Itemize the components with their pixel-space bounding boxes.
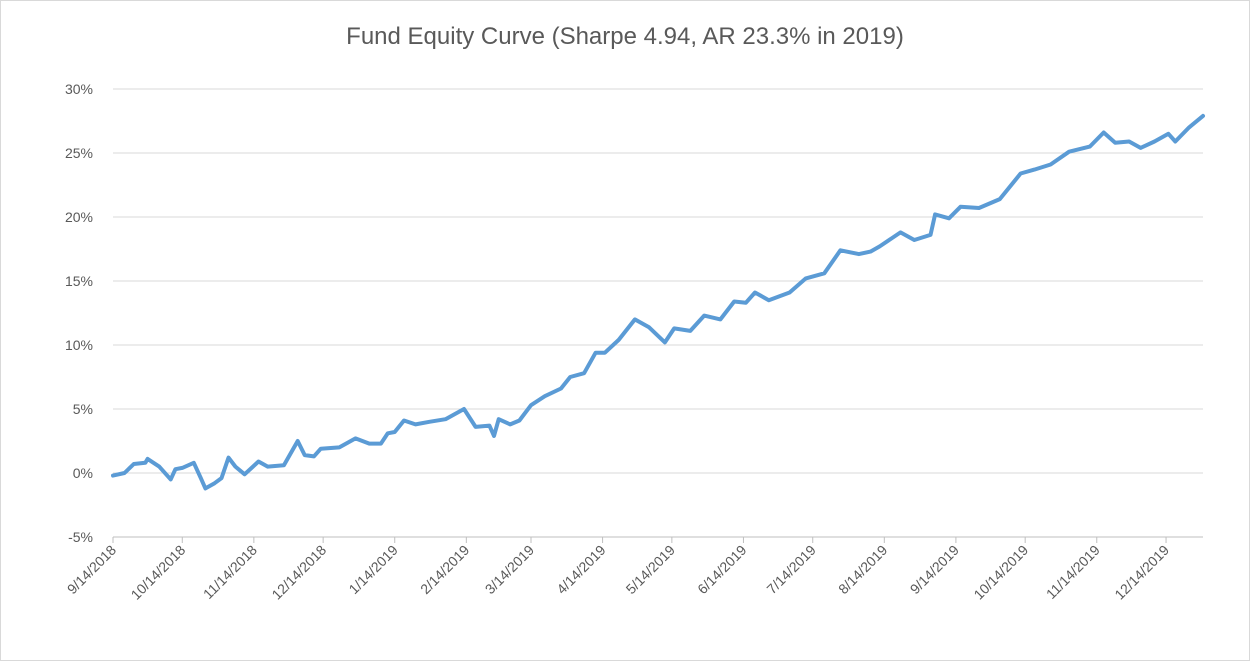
- chart-title: Fund Equity Curve (Sharpe 4.94, AR 23.3%…: [346, 23, 904, 50]
- y-tick-label: -5%: [68, 529, 93, 545]
- y-tick-label: 5%: [73, 401, 93, 417]
- y-tick-label: 15%: [65, 273, 93, 289]
- y-tick-label: 25%: [65, 145, 93, 161]
- y-tick-label: 0%: [73, 465, 93, 481]
- equity-line: [111, 113, 1205, 491]
- y-tick-label: 30%: [65, 81, 93, 97]
- y-tick-label: 20%: [65, 209, 93, 225]
- y-tick-label: 10%: [65, 337, 93, 353]
